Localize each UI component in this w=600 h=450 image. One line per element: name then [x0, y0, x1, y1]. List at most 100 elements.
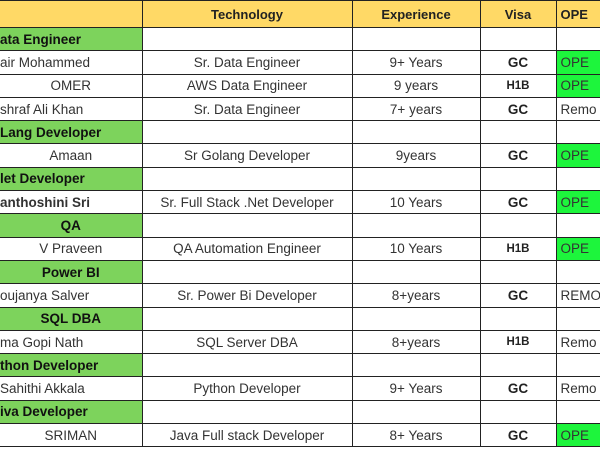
category-row: let Developer — [0, 166, 600, 192]
visa-cell: GC — [479, 96, 557, 122]
candidate-row: Amaan Sr Golang Developer 9years GC OPE — [0, 143, 600, 168]
empty-cell — [351, 166, 481, 192]
technology-cell: Sr. Full Stack .Net Developer — [141, 190, 353, 215]
empty-cell — [141, 353, 353, 378]
candidate-name: ma Gopi Nath — [0, 329, 143, 355]
empty-cell — [479, 120, 557, 145]
category-row: Power BI — [0, 259, 600, 285]
candidate-name: SRIMAN — [0, 423, 143, 448]
empty-cell — [351, 399, 481, 425]
technology-cell: Sr Golang Developer — [141, 143, 353, 168]
empty-cell — [479, 166, 557, 192]
technology-cell: Sr. Power Bi Developer — [141, 283, 353, 308]
empty-cell — [351, 213, 481, 238]
empty-cell — [555, 120, 600, 145]
empty-cell — [351, 353, 481, 378]
category-row: SQL DBA — [0, 306, 600, 331]
candidate-row: oujanya Salver Sr. Power Bi Developer 8+ye… — [0, 283, 600, 308]
visa-cell: H1B — [479, 329, 557, 355]
empty-cell — [141, 166, 353, 192]
visa-cell: GC — [479, 190, 557, 215]
visa-cell: GC — [479, 50, 557, 75]
category-row: QA — [0, 213, 600, 238]
visa-cell: GC — [479, 143, 557, 168]
empty-cell — [479, 26, 557, 52]
status-cell: Remo — [555, 96, 600, 122]
empty-cell — [141, 26, 353, 52]
candidate-name: air Mohammed — [0, 50, 143, 75]
technology-cell: Python Developer — [141, 376, 353, 401]
visa-cell: GC — [479, 376, 557, 401]
empty-cell — [555, 166, 600, 192]
status-cell: REMO — [555, 283, 600, 308]
experience-cell: 7+ years — [351, 96, 481, 122]
empty-cell — [141, 306, 353, 331]
category-label: iva Developer — [0, 399, 143, 425]
candidate-row: shraf Ali Khan Sr. Data Engineer 7+ years G… — [0, 96, 600, 122]
visa-cell: H1B — [479, 236, 557, 261]
experience-cell: 8+years — [351, 329, 481, 355]
candidate-row: OMER AWS Data Engineer 9 years H1B OPE — [0, 73, 600, 98]
candidate-name: Amaan — [0, 143, 143, 168]
candidate-row: V Praveen QA Automation Engineer 10 Years H… — [0, 236, 600, 261]
header-status: OPE — [555, 0, 600, 28]
empty-cell — [555, 26, 600, 52]
technology-cell: Sr. Data Engineer — [141, 50, 353, 75]
status-cell: Remo — [555, 329, 600, 355]
visa-cell: H1B — [479, 73, 557, 98]
experience-cell: 8+ Years — [351, 423, 481, 448]
candidate-name: Sahithi Akkala — [0, 376, 143, 401]
candidate-row: Sahithi Akkala Python Developer 9+ Years GC… — [0, 376, 600, 401]
experience-cell: 8+years — [351, 283, 481, 308]
category-row: thon Developer — [0, 353, 600, 378]
candidate-name: oujanya Salver — [0, 283, 143, 308]
empty-cell — [351, 120, 481, 145]
header-visa: Visa — [479, 0, 557, 28]
empty-cell — [141, 120, 353, 145]
empty-cell — [141, 213, 353, 238]
category-label: SQL DBA — [0, 306, 143, 331]
experience-cell: 9 years — [351, 73, 481, 98]
technology-cell: AWS Data Engineer — [141, 73, 353, 98]
experience-cell: 9years — [351, 143, 481, 168]
candidate-row: anthoshini Sri Sr. Full Stack .Net Develo… — [0, 190, 600, 215]
header-experience: Experience — [351, 0, 481, 28]
status-cell: OPE — [555, 73, 600, 98]
candidate-row: ma Gopi Nath SQL Server DBA 8+years H1B Remo — [0, 329, 600, 355]
technology-cell: Java Full stack Developer — [141, 423, 353, 448]
category-row: ata Engineer — [0, 26, 600, 52]
empty-cell — [479, 353, 557, 378]
candidate-name: V Praveen — [0, 236, 143, 261]
category-row: iva Developer — [0, 399, 600, 425]
empty-cell — [479, 259, 557, 285]
empty-cell — [351, 306, 481, 331]
header-row: Technology Experience Visa OPE — [0, 0, 600, 28]
visa-cell: GC — [479, 283, 557, 308]
candidate-name: shraf Ali Khan — [0, 96, 143, 122]
status-cell: Remo — [555, 376, 600, 401]
status-cell: OPE — [555, 190, 600, 215]
candidate-name: OMER — [0, 73, 143, 98]
empty-cell — [479, 306, 557, 331]
category-label: Power BI — [0, 259, 143, 285]
empty-cell — [555, 259, 600, 285]
technology-cell: Sr. Data Engineer — [141, 96, 353, 122]
category-label: Lang Developer — [0, 120, 143, 145]
category-row: Lang Developer — [0, 120, 600, 145]
status-cell: OPE — [555, 423, 600, 448]
empty-cell — [555, 306, 600, 331]
experience-cell: 10 Years — [351, 236, 481, 261]
experience-cell: 9+ Years — [351, 376, 481, 401]
header-technology: Technology — [141, 0, 353, 28]
empty-cell — [141, 259, 353, 285]
experience-cell: 9+ Years — [351, 50, 481, 75]
candidate-row: SRIMAN Java Full stack Developer 8+ Years G… — [0, 423, 600, 448]
empty-cell — [351, 26, 481, 52]
header-name — [0, 0, 143, 28]
visa-cell: GC — [479, 423, 557, 448]
empty-cell — [555, 213, 600, 238]
empty-cell — [351, 259, 481, 285]
status-cell: OPE — [555, 143, 600, 168]
status-cell: OPE — [555, 50, 600, 75]
category-label: QA — [0, 213, 143, 238]
